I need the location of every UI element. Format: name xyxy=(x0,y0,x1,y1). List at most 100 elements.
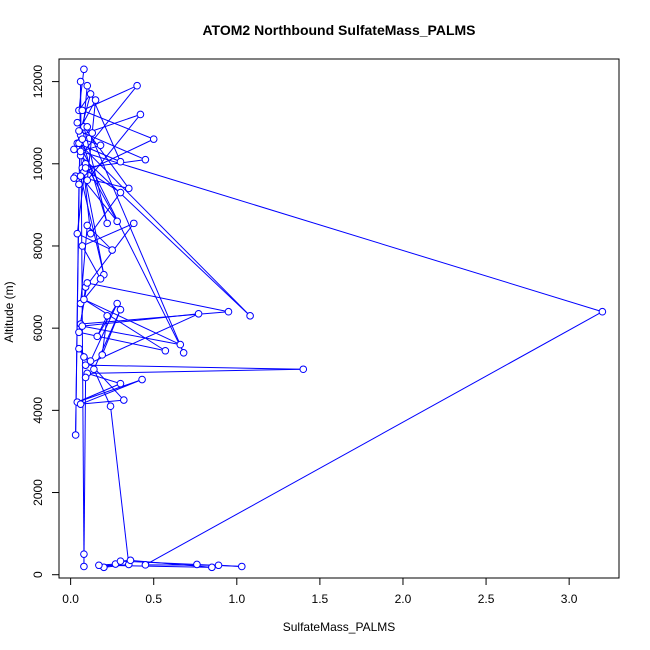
series-segment xyxy=(93,369,111,407)
data-point xyxy=(193,560,201,569)
data-point xyxy=(71,431,80,439)
data-point xyxy=(80,550,88,558)
series-segment xyxy=(81,167,121,193)
data-point xyxy=(176,340,185,349)
x-tick-label: 0.5 xyxy=(145,592,162,606)
x-tick-label: 3.0 xyxy=(561,592,578,606)
data-point xyxy=(83,279,92,287)
y-tick-label: 2000 xyxy=(31,479,45,506)
y-tick-label: 6000 xyxy=(31,314,45,341)
data-point xyxy=(103,312,111,320)
y-tick-label: 0 xyxy=(31,571,45,578)
series-segment xyxy=(80,175,105,275)
data-point xyxy=(73,118,82,127)
data-point xyxy=(80,295,88,304)
series-segment xyxy=(83,377,87,567)
data-point xyxy=(75,180,83,189)
series-segment xyxy=(73,149,251,317)
data-point xyxy=(103,219,111,228)
data-point xyxy=(88,129,97,137)
data-point xyxy=(116,157,125,166)
series-segment xyxy=(145,311,603,566)
data-point xyxy=(214,561,223,570)
series-segment xyxy=(83,298,181,346)
data-point xyxy=(93,332,102,341)
data-point xyxy=(81,373,90,382)
data-point xyxy=(76,400,85,408)
data-point xyxy=(78,135,87,143)
data-point xyxy=(80,562,88,571)
series-segment xyxy=(96,315,108,337)
data-point xyxy=(75,328,83,337)
data-point xyxy=(113,299,121,308)
series-segment xyxy=(83,126,108,224)
y-tick-label: 4000 xyxy=(31,397,45,424)
x-axis: 0.0 0.5 1.0 1.5 2.0 2.5 3.0 xyxy=(62,577,578,606)
series-segment xyxy=(80,379,143,405)
data-point xyxy=(83,176,92,185)
y-tick-label: 12000 xyxy=(31,65,45,99)
data-point xyxy=(149,135,158,143)
data-point xyxy=(70,145,78,154)
x-tick-label: 0.0 xyxy=(62,592,79,606)
series-segment xyxy=(80,81,85,555)
data-point xyxy=(86,229,95,238)
series-segment xyxy=(77,379,143,403)
data-point xyxy=(90,365,98,374)
data-point xyxy=(237,562,246,571)
series-segment xyxy=(82,85,138,111)
data-point xyxy=(136,110,145,119)
series-segment xyxy=(78,331,166,352)
x-tick-label: 1.5 xyxy=(312,592,329,606)
y-tick-label: 8000 xyxy=(31,232,45,259)
data-point xyxy=(76,172,85,180)
data-point xyxy=(76,77,85,86)
x-tick-label: 2.0 xyxy=(395,592,412,606)
data-point xyxy=(133,81,141,90)
data-point xyxy=(299,365,308,374)
data-point xyxy=(98,351,107,359)
series-segment xyxy=(78,143,185,354)
series-segment xyxy=(77,233,113,251)
series-segment xyxy=(83,298,166,352)
data-point xyxy=(75,127,83,135)
series-segment xyxy=(80,311,229,325)
data-point xyxy=(124,184,133,193)
data-point xyxy=(80,353,88,361)
data-point xyxy=(129,219,138,228)
data-point xyxy=(73,229,82,238)
data-series xyxy=(70,65,607,572)
series-segment xyxy=(218,564,242,567)
data-point xyxy=(76,147,85,156)
series-segment xyxy=(87,282,229,313)
series-segment xyxy=(85,364,304,370)
data-point xyxy=(86,90,95,98)
data-point xyxy=(116,305,125,314)
series-segment xyxy=(86,114,141,181)
data-point xyxy=(96,141,105,150)
y-tick-label: 10000 xyxy=(31,147,45,181)
data-point xyxy=(83,123,92,131)
data-point xyxy=(179,349,188,357)
x-tick-label: 1.0 xyxy=(228,592,245,606)
data-point xyxy=(141,561,150,569)
series-segment xyxy=(80,399,124,405)
series-segment xyxy=(87,368,304,374)
data-point xyxy=(138,375,146,384)
series-segment xyxy=(85,223,135,288)
data-point xyxy=(70,174,78,182)
data-point xyxy=(75,344,83,353)
data-point xyxy=(120,396,128,404)
data-point xyxy=(116,379,125,388)
series-segment xyxy=(93,309,121,370)
series-segment xyxy=(83,171,105,275)
series-segment xyxy=(110,406,130,565)
data-point xyxy=(141,155,150,164)
data-point xyxy=(81,164,90,172)
data-point xyxy=(161,346,170,355)
data-point xyxy=(96,275,105,283)
series-segment xyxy=(78,142,251,317)
data-point xyxy=(116,557,125,565)
